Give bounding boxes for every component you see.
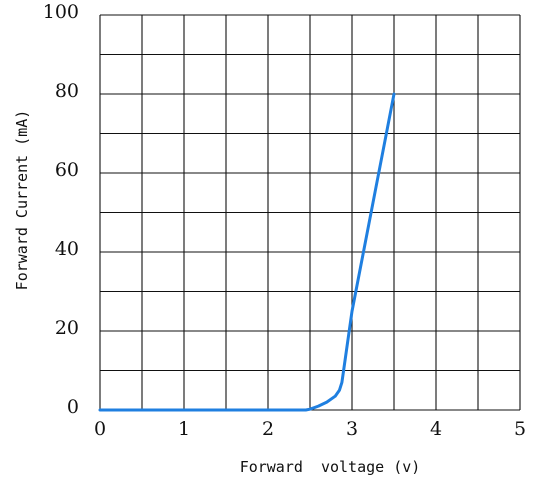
- x-tick-label: 1: [178, 418, 190, 440]
- grid: [99, 14, 521, 411]
- y-tick-label: 60: [55, 159, 79, 181]
- x-tick-label: 5: [514, 418, 526, 440]
- x-tick-label: 4: [430, 418, 442, 440]
- x-tick-label: 0: [94, 418, 106, 440]
- x-axis-label: Forward voltage (v): [240, 458, 421, 476]
- y-axis-label: Forward Current (mA): [13, 110, 31, 291]
- y-tick-label: 100: [43, 1, 79, 23]
- y-tick-label: 80: [55, 80, 79, 102]
- y-tick-label: 20: [55, 317, 79, 339]
- series-line: [98, 92, 396, 412]
- y-tick-labels: 0 20 40 60 80 100: [43, 1, 79, 418]
- x-tick-label: 2: [262, 418, 274, 440]
- x-tick-label: 3: [346, 418, 358, 440]
- y-tick-label: 0: [67, 396, 79, 418]
- x-tick-labels: 0 1 2 3 4 5: [94, 418, 526, 440]
- y-tick-label: 40: [55, 238, 79, 260]
- series-layer: [98, 92, 396, 412]
